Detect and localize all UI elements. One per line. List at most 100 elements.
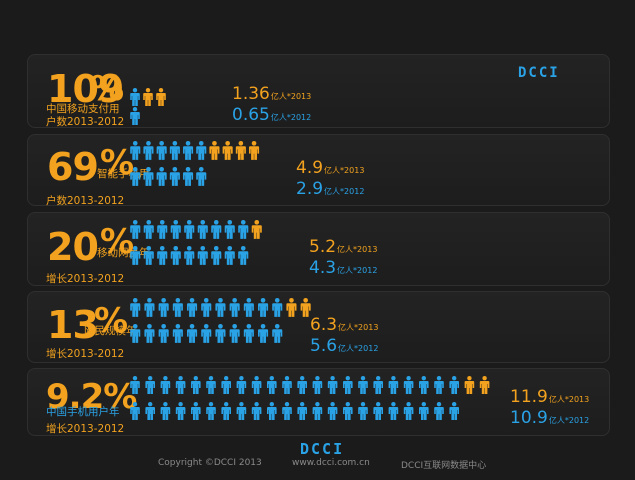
person-icon-5-2013-11 [282,376,292,394]
person-icon-5-2013-12 [297,376,307,394]
person-icon-5-2013-22 [449,376,459,394]
person-icon-3-2013-9 [238,220,249,239]
person-icon-4-2012-9 [243,324,254,343]
person-icon-2-2012-3 [156,167,167,186]
person-icon-5-2012-15 [343,402,353,420]
row5-value-2013: 11.9亿人*2013 [510,387,590,407]
person-icon-5-2012-10 [267,402,277,420]
row5-label: 中国手机用户年 [46,406,120,418]
person-icon-3-2012-8 [224,246,235,265]
person-icon-5-2012-17 [373,402,383,420]
person-icon-4-2012-5 [187,324,198,343]
row4-pct-sign: % [94,301,129,341]
dcci-logo-footer: DCCI [300,440,345,458]
person-icon-4-2013-10 [258,298,269,317]
person-icon-3-2012-5 [184,246,195,265]
person-icon-5-2012-9 [251,402,262,420]
footer-website: www.dcci.com.cn [292,458,370,468]
row3-pct-sign: % [100,222,135,262]
row5-year: 增长2013-2012 [46,423,125,435]
person-icon-5-2012-21 [434,402,444,420]
person-icon-3-2012-7 [211,246,222,265]
person-icon-3-2013-1 [130,220,141,239]
person-icon-2-2012-6 [196,167,207,186]
person-icon-3-2012-9 [238,246,249,265]
person-icon-4-2013-4 [172,298,183,317]
person-icon-4-2013-9 [243,298,254,317]
person-icon-5-2012-11 [282,402,292,420]
person-icon-5-2012-18 [388,402,399,420]
row3-pct: 20 [47,225,99,269]
person-icon-2-2013-8 [222,141,233,160]
row3-value-2013: 5.2亿人*2013 [309,237,378,257]
person-icon-2-2012-2 [143,167,154,186]
person-icon-3-2012-2 [143,246,154,265]
person-icon-3-2013-3 [157,220,168,239]
person-icon-5-2013-21 [434,376,444,394]
person-icon-3-2013-7 [211,220,222,239]
person-icon-5-2013-19 [403,376,414,394]
person-icon-5-2013-13 [312,376,323,394]
person-icon-4-2013-3 [158,298,169,317]
person-icon-5-2012-7 [221,402,231,420]
person-icon-3-2012-1 [130,246,141,265]
person-icon-5-2012-4 [175,402,186,420]
person-icon-4-2013-8 [229,298,240,317]
person-icon-2-2013-3 [156,141,167,160]
person-icon-5-2013-1 [130,376,140,394]
row4-value-2013: 6.3亿人*2013 [310,315,379,335]
person-icon-3-2013-6 [197,220,208,239]
person-icon-5-2013-20 [419,376,429,394]
footer-copyright: Copyright ©DCCI 2013 [158,458,262,468]
row2-value-2012: 2.9亿人*2012 [296,179,365,199]
person-icon-4-2013-7 [215,298,226,317]
person-icon-5-2013-8 [236,376,247,394]
person-icon-5-2013-3 [160,376,171,394]
person-icon-5-2012-13 [312,402,323,420]
person-icon-5-2013-23 [464,376,475,394]
person-icon-4-2012-11 [272,324,283,343]
person-icon-5-2013-9 [251,376,262,394]
row-panel-netizens [27,291,610,363]
person-icon-5-2013-7 [221,376,231,394]
person-icon-4-2012-3 [158,324,169,343]
footer-org: DCCI互联网数据中心 [401,461,487,471]
row-panel-smartphone [27,134,610,206]
person-icon-5-2013-18 [388,376,399,394]
person-icon-4-2012-2 [144,324,155,343]
person-icon-5-2013-16 [358,376,368,394]
person-icon-5-2012-22 [449,402,459,420]
person-icon-5-2013-2 [145,376,155,394]
person-icon-5-2013-17 [373,376,383,394]
person-icon-5-2013-4 [175,376,186,394]
row-panel-mobile-payment [27,54,610,128]
row2-pct: 69 [47,145,99,189]
person-icon-4-2013-11 [272,298,283,317]
person-icon-4-2012-4 [172,324,183,343]
person-icon-5-2012-2 [145,402,155,420]
person-icon-5-2012-8 [236,402,247,420]
person-icon-3-2013-2 [143,220,154,239]
row5-pct: 9.2% [46,377,137,417]
row1-pct-sign: % [90,69,125,109]
person-icon-5-2012-16 [358,402,368,420]
person-icon-2-2013-10 [249,141,260,160]
row2-value-2013: 4.9亿人*2013 [296,158,365,178]
person-icon-5-2012-12 [297,402,307,420]
person-icon-2-2013-5 [183,141,194,160]
row1-value-2012: 0.65亿人*2012 [232,105,312,125]
row-panel-mobile-netizens [27,212,610,286]
person-icon-4-2012-10 [258,324,269,343]
person-icon-5-2012-20 [419,402,429,420]
person-icon-1-2013-1 [130,88,140,106]
person-icon-2-2013-9 [235,141,246,160]
person-icon-4-2012-6 [201,324,212,343]
row1-label: 中国移动支付用 [46,103,120,115]
row5-value-2012: 10.9亿人*2012 [510,408,590,428]
person-icon-5-2013-5 [191,376,201,394]
person-icon-2-2013-6 [196,141,207,160]
person-icon-4-2013-2 [144,298,155,317]
person-icon-4-2013-12 [286,298,297,317]
person-icon-3-2013-4 [170,220,181,239]
